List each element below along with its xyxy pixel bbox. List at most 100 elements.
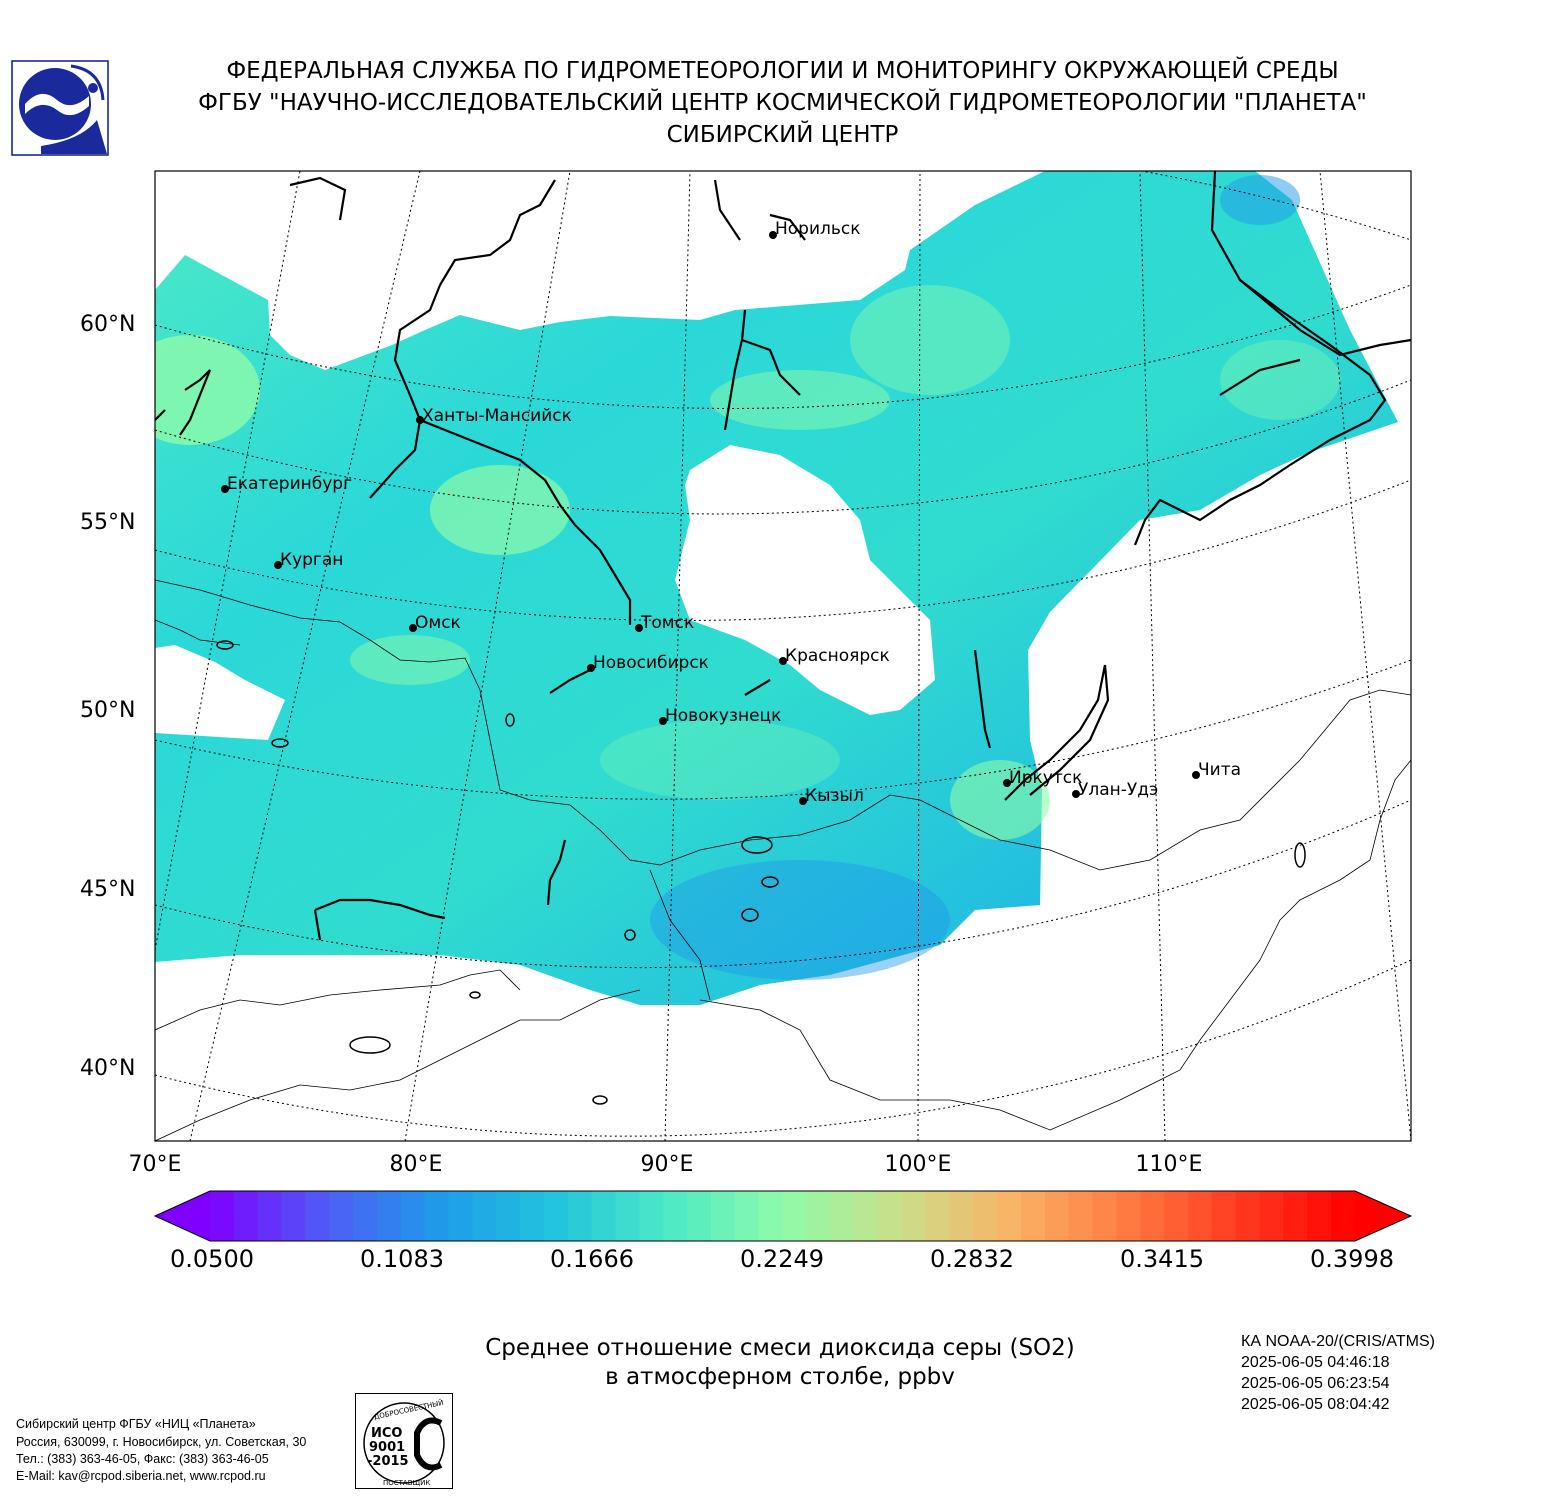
lat-label-60: 60°N xyxy=(80,312,136,337)
colorbar-segment xyxy=(1211,1191,1237,1241)
colorbar-segment xyxy=(353,1191,378,1241)
iso-text-1: ИСО xyxy=(371,1426,402,1441)
colorbar-segment xyxy=(1021,1191,1046,1241)
lat-label-45: 45°N xyxy=(80,877,136,902)
colorbar-segment xyxy=(734,1191,760,1241)
header-title-line-3: СИБИРСКИЙ ЦЕНТР xyxy=(666,122,899,148)
map-content: Норильск Ханты-Мансийск Екатеринбург Кур… xyxy=(155,171,1411,1141)
iso-text-2: 9001 xyxy=(369,1440,405,1455)
colorbar-segment xyxy=(520,1191,545,1241)
colorbar-segment xyxy=(1116,1191,1141,1241)
colorbar-outline xyxy=(153,1190,1413,1242)
colorbar-tick-1: 0.1083 xyxy=(360,1245,444,1273)
satellite-time-1: 2025-06-05 04:46:18 xyxy=(1241,1354,1390,1371)
colorbar-segment xyxy=(830,1191,855,1241)
colorbar-extend-min xyxy=(155,1191,210,1241)
header-title-line-1: ФЕДЕРАЛЬНАЯ СЛУЖБА ПО ГИДРОМЕТЕОРОЛОГИИ … xyxy=(226,58,1339,84)
city-yekaterinburg: Екатеринбург xyxy=(221,474,352,494)
colorbar-segment xyxy=(591,1191,617,1241)
colorbar-tick-6: 0.3998 xyxy=(1310,1245,1394,1273)
colorbar-segment xyxy=(1092,1191,1118,1241)
colorbar-segment xyxy=(997,1191,1022,1241)
colorbar-tick-5: 0.3415 xyxy=(1120,1245,1204,1273)
colorbar-segment xyxy=(973,1191,998,1241)
colorbar-segment xyxy=(1188,1191,1213,1241)
lat-label-40: 40°N xyxy=(80,1056,136,1081)
colorbar-segment xyxy=(233,1191,259,1241)
colorbar-tick-3: 0.2249 xyxy=(740,1245,824,1273)
lakes xyxy=(216,640,1306,1105)
so2-field xyxy=(155,171,1398,1005)
colorbar-segment xyxy=(1140,1191,1165,1241)
colorbar-segment xyxy=(329,1191,354,1241)
colorbar-segment xyxy=(925,1191,951,1241)
colorbar-segment xyxy=(448,1191,473,1241)
colorbar-segment xyxy=(400,1191,426,1241)
colorbar-tick-0: 0.0500 xyxy=(170,1245,254,1273)
city-markers: Норильск Ханты-Мансийск Екатеринбург Кур… xyxy=(221,219,1241,806)
satellite-time-2: 2025-06-05 06:23:54 xyxy=(1241,1375,1390,1392)
city-novokuznetsk: Новокузнецк xyxy=(659,706,781,726)
city-ulan-ude: Улан-Удэ xyxy=(1072,780,1158,800)
colorbar-segment xyxy=(210,1191,235,1241)
rivers-and-coastlines xyxy=(155,171,1411,941)
city-label: Томск xyxy=(640,613,694,633)
lon-label-70: 70°E xyxy=(128,1152,182,1177)
colorbar-segment xyxy=(1331,1191,1356,1241)
city-label: Омск xyxy=(415,613,461,633)
colorbar-segment xyxy=(305,1191,330,1241)
colorbar-segment xyxy=(1235,1191,1261,1241)
colorbar-segment xyxy=(615,1191,640,1241)
city-kurgan: Курган xyxy=(274,550,343,570)
city-kyzyl: Кызыл xyxy=(799,786,864,806)
city-chita: Чита xyxy=(1192,760,1241,780)
colorbar-segment xyxy=(949,1191,974,1241)
city-norilsk: Норильск xyxy=(769,219,861,239)
colorbar-segment xyxy=(854,1191,879,1241)
city-omsk: Омск xyxy=(409,613,461,633)
iso-9001-badge: ИСО 9001 -2015 ДОБРОСОВЕСТНЫЙ ПОСТАВЩИК xyxy=(355,1393,453,1489)
city-label: Улан-Удэ xyxy=(1078,780,1158,800)
header-title-line-2: ФГБУ "НАУЧНО-ИССЛЕДОВАТЕЛЬСКИЙ ЦЕНТР КОС… xyxy=(198,90,1367,116)
satellite-time-3: 2025-06-05 08:04:42 xyxy=(1241,1396,1390,1413)
colorbar-segment xyxy=(472,1191,497,1241)
city-label: Красноярск xyxy=(785,646,890,666)
address-line-4: E-Mail: kav@rcpod.siberia.net, www.rcpod… xyxy=(16,1469,266,1483)
colorbar-segment xyxy=(710,1191,736,1241)
colorbar-segment xyxy=(1044,1191,1070,1241)
colorbar-segment xyxy=(281,1191,307,1241)
city-label: Иркутск xyxy=(1009,768,1082,788)
city-irkutsk: Иркутск xyxy=(1003,768,1082,788)
city-label: Чита xyxy=(1198,760,1241,780)
iso-text-3: -2015 xyxy=(367,1454,409,1469)
colorbar-segment xyxy=(1068,1191,1094,1241)
graticule xyxy=(155,171,1411,1141)
colorbar-segment xyxy=(782,1191,807,1241)
colorbar-segment xyxy=(1283,1191,1308,1241)
city-label: Екатеринбург xyxy=(227,474,352,494)
address-line-1: Сибирский центр ФГБУ «НИЦ «Планета» xyxy=(16,1417,256,1431)
satellite-name: КА NOAA-20/(CRIS/ATMS) xyxy=(1241,1333,1435,1350)
lat-label-50: 50°N xyxy=(80,698,136,723)
city-label: Ханты-Мансийск xyxy=(422,406,572,426)
city-label: Курган xyxy=(280,550,343,570)
colorbar-tick-2: 0.1666 xyxy=(550,1245,634,1273)
colorbar-tick-4: 0.2832 xyxy=(930,1245,1014,1273)
so2-map: Норильск Ханты-Мансийск Екатеринбург Кур… xyxy=(154,170,1412,1142)
city-khanty-mansiysk: Ханты-Мансийск xyxy=(416,406,572,426)
colorbar-segment xyxy=(257,1191,283,1241)
colorbar-segment xyxy=(376,1191,402,1241)
colorbar-segment xyxy=(1164,1191,1189,1241)
lat-label-55: 55°N xyxy=(80,510,136,535)
colorbar-segment xyxy=(1259,1191,1285,1241)
lon-label-90: 90°E xyxy=(640,1152,694,1177)
colorbar-segment xyxy=(424,1191,450,1241)
colorbar-segment xyxy=(1307,1191,1332,1241)
caption-line-2: в атмосферном столбе, ppbv xyxy=(605,1364,955,1390)
colorbar-segments xyxy=(155,1191,1411,1241)
colorbar-segment xyxy=(543,1191,569,1241)
colorbar-segment xyxy=(496,1191,521,1241)
colorbar-segment xyxy=(877,1191,903,1241)
map-frame xyxy=(154,170,1412,1142)
lon-label-110: 110°E xyxy=(1135,1152,1203,1177)
